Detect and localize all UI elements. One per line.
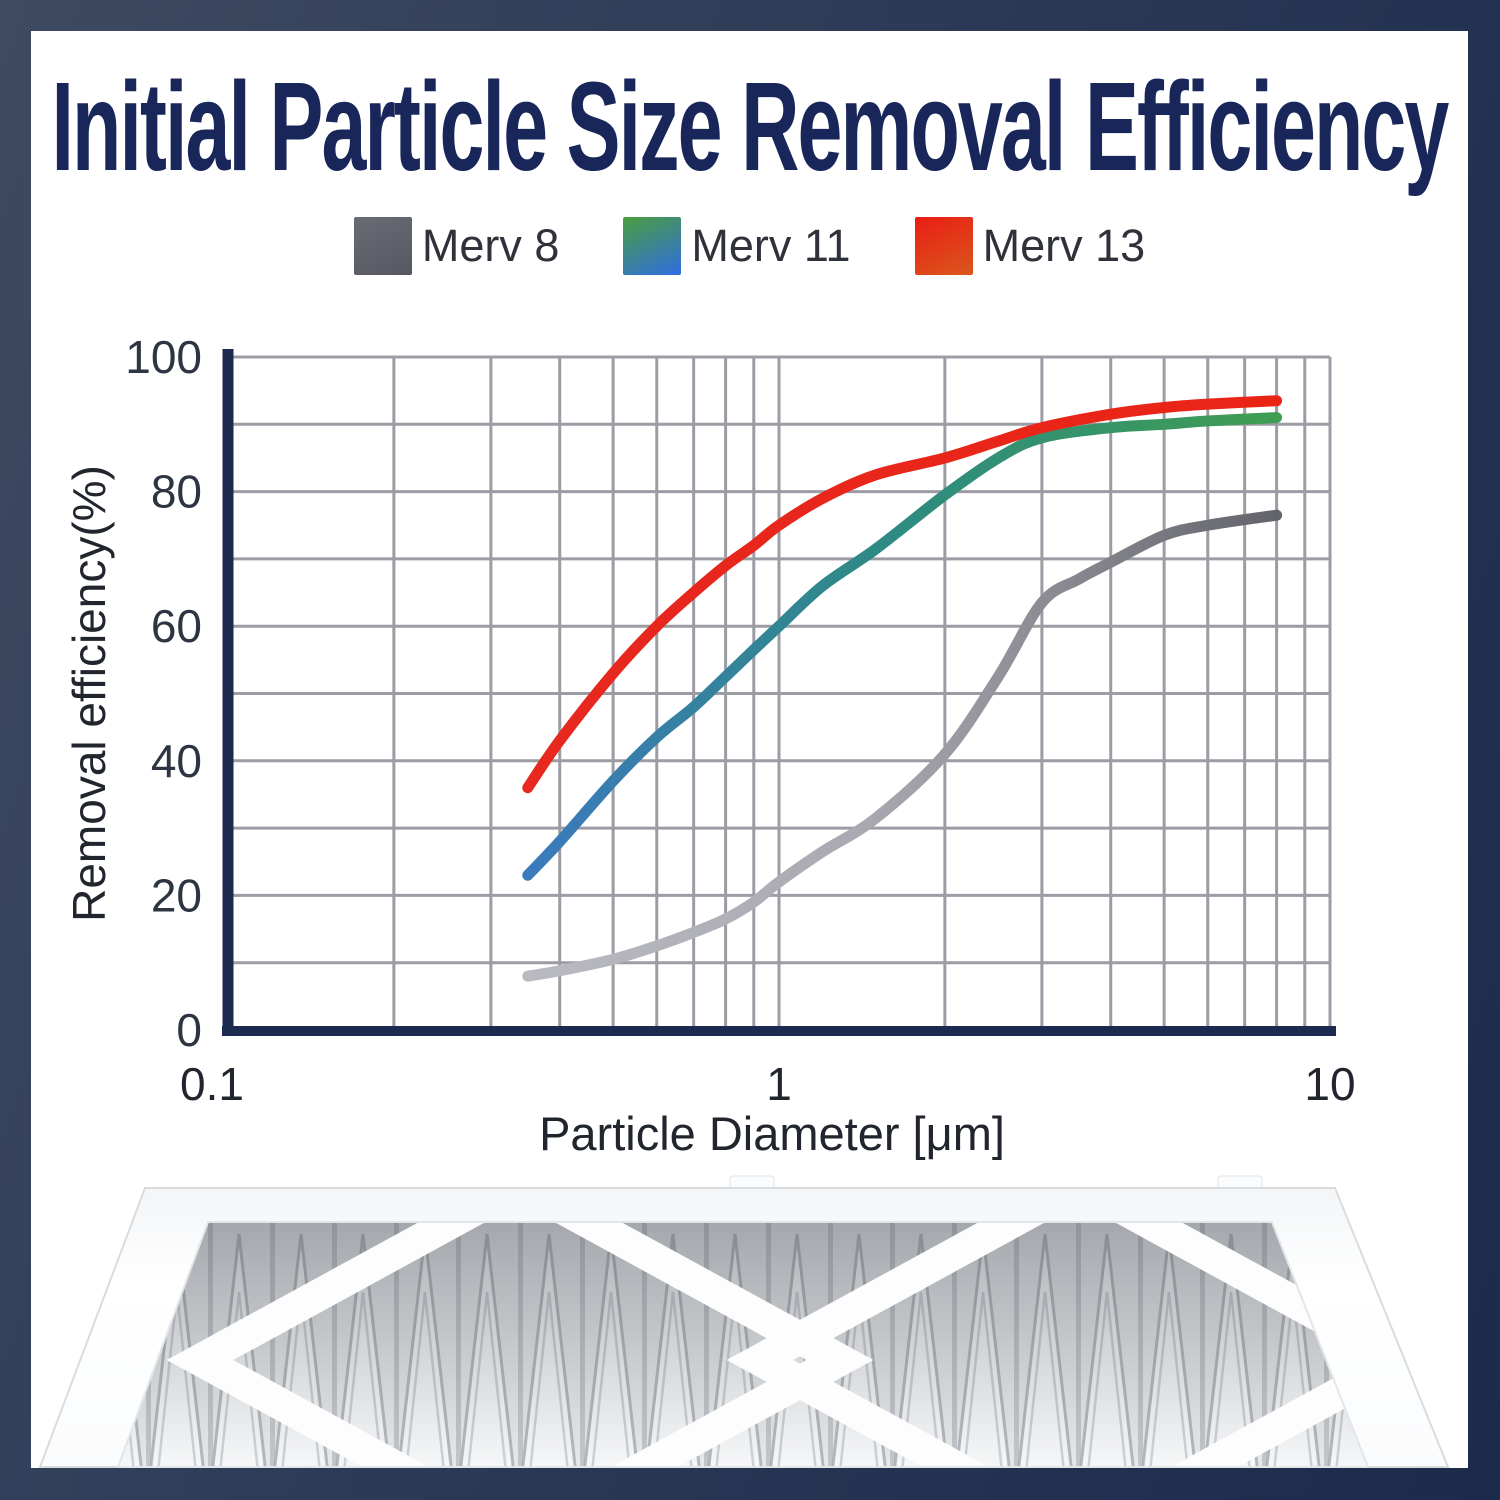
y-tick-label: 80	[151, 466, 202, 518]
series-line-merv-11	[522, 412, 1283, 881]
x-axis-title: Particle Diameter [μm]	[539, 1107, 1005, 1160]
x-tick-label: 1	[766, 1058, 792, 1110]
y-tick-label: 40	[151, 735, 202, 787]
page-title-text: Initial Particle Size Removal Efficiency	[51, 55, 1450, 197]
filter-inner-edge	[116, 1221, 1370, 1468]
legend-label: Merv 11	[691, 220, 851, 271]
page-title: Initial Particle Size Removal Efficiency	[31, 56, 1468, 197]
legend-item-merv-8: Merv 8	[353, 217, 560, 275]
y-tick-label: 100	[125, 331, 202, 383]
x-tick-label: 0.1	[180, 1058, 244, 1110]
legend-swatch-icon	[353, 217, 412, 275]
legend-item-merv-13: Merv 13	[914, 217, 1146, 275]
content-area: Initial Particle Size Removal Efficiency…	[31, 31, 1468, 1468]
legend-label: Merv 13	[982, 220, 1146, 271]
legend-swatch-icon	[623, 217, 682, 275]
y-tick-label: 20	[151, 869, 202, 921]
legend-item-merv-11: Merv 11	[623, 217, 851, 275]
series-line-merv-13	[522, 395, 1283, 794]
filter-diamond-braces	[166, 1222, 1368, 1467]
filter-inner-shadow	[118, 1222, 1368, 1467]
chart-legend: Merv 8 Merv 11 Merv 13	[31, 217, 1468, 275]
legend-swatch-icon	[914, 217, 973, 275]
y-tick-label: 60	[151, 600, 202, 652]
efficiency-chart: 0 20 40 60 80 100 0.1 1 10 Removal efficiency(%) P…	[63, 331, 1356, 1160]
air-filter-photo	[38, 1175, 1450, 1468]
y-axis-title: Removal efficiency(%)	[63, 465, 115, 922]
y-tick-label: 0	[176, 1004, 202, 1056]
legend-label: Merv 8	[421, 220, 560, 271]
x-tick-label: 10	[1304, 1058, 1355, 1110]
series-line-merv-8	[522, 509, 1283, 982]
filter-lattice	[118, 1222, 1368, 1467]
